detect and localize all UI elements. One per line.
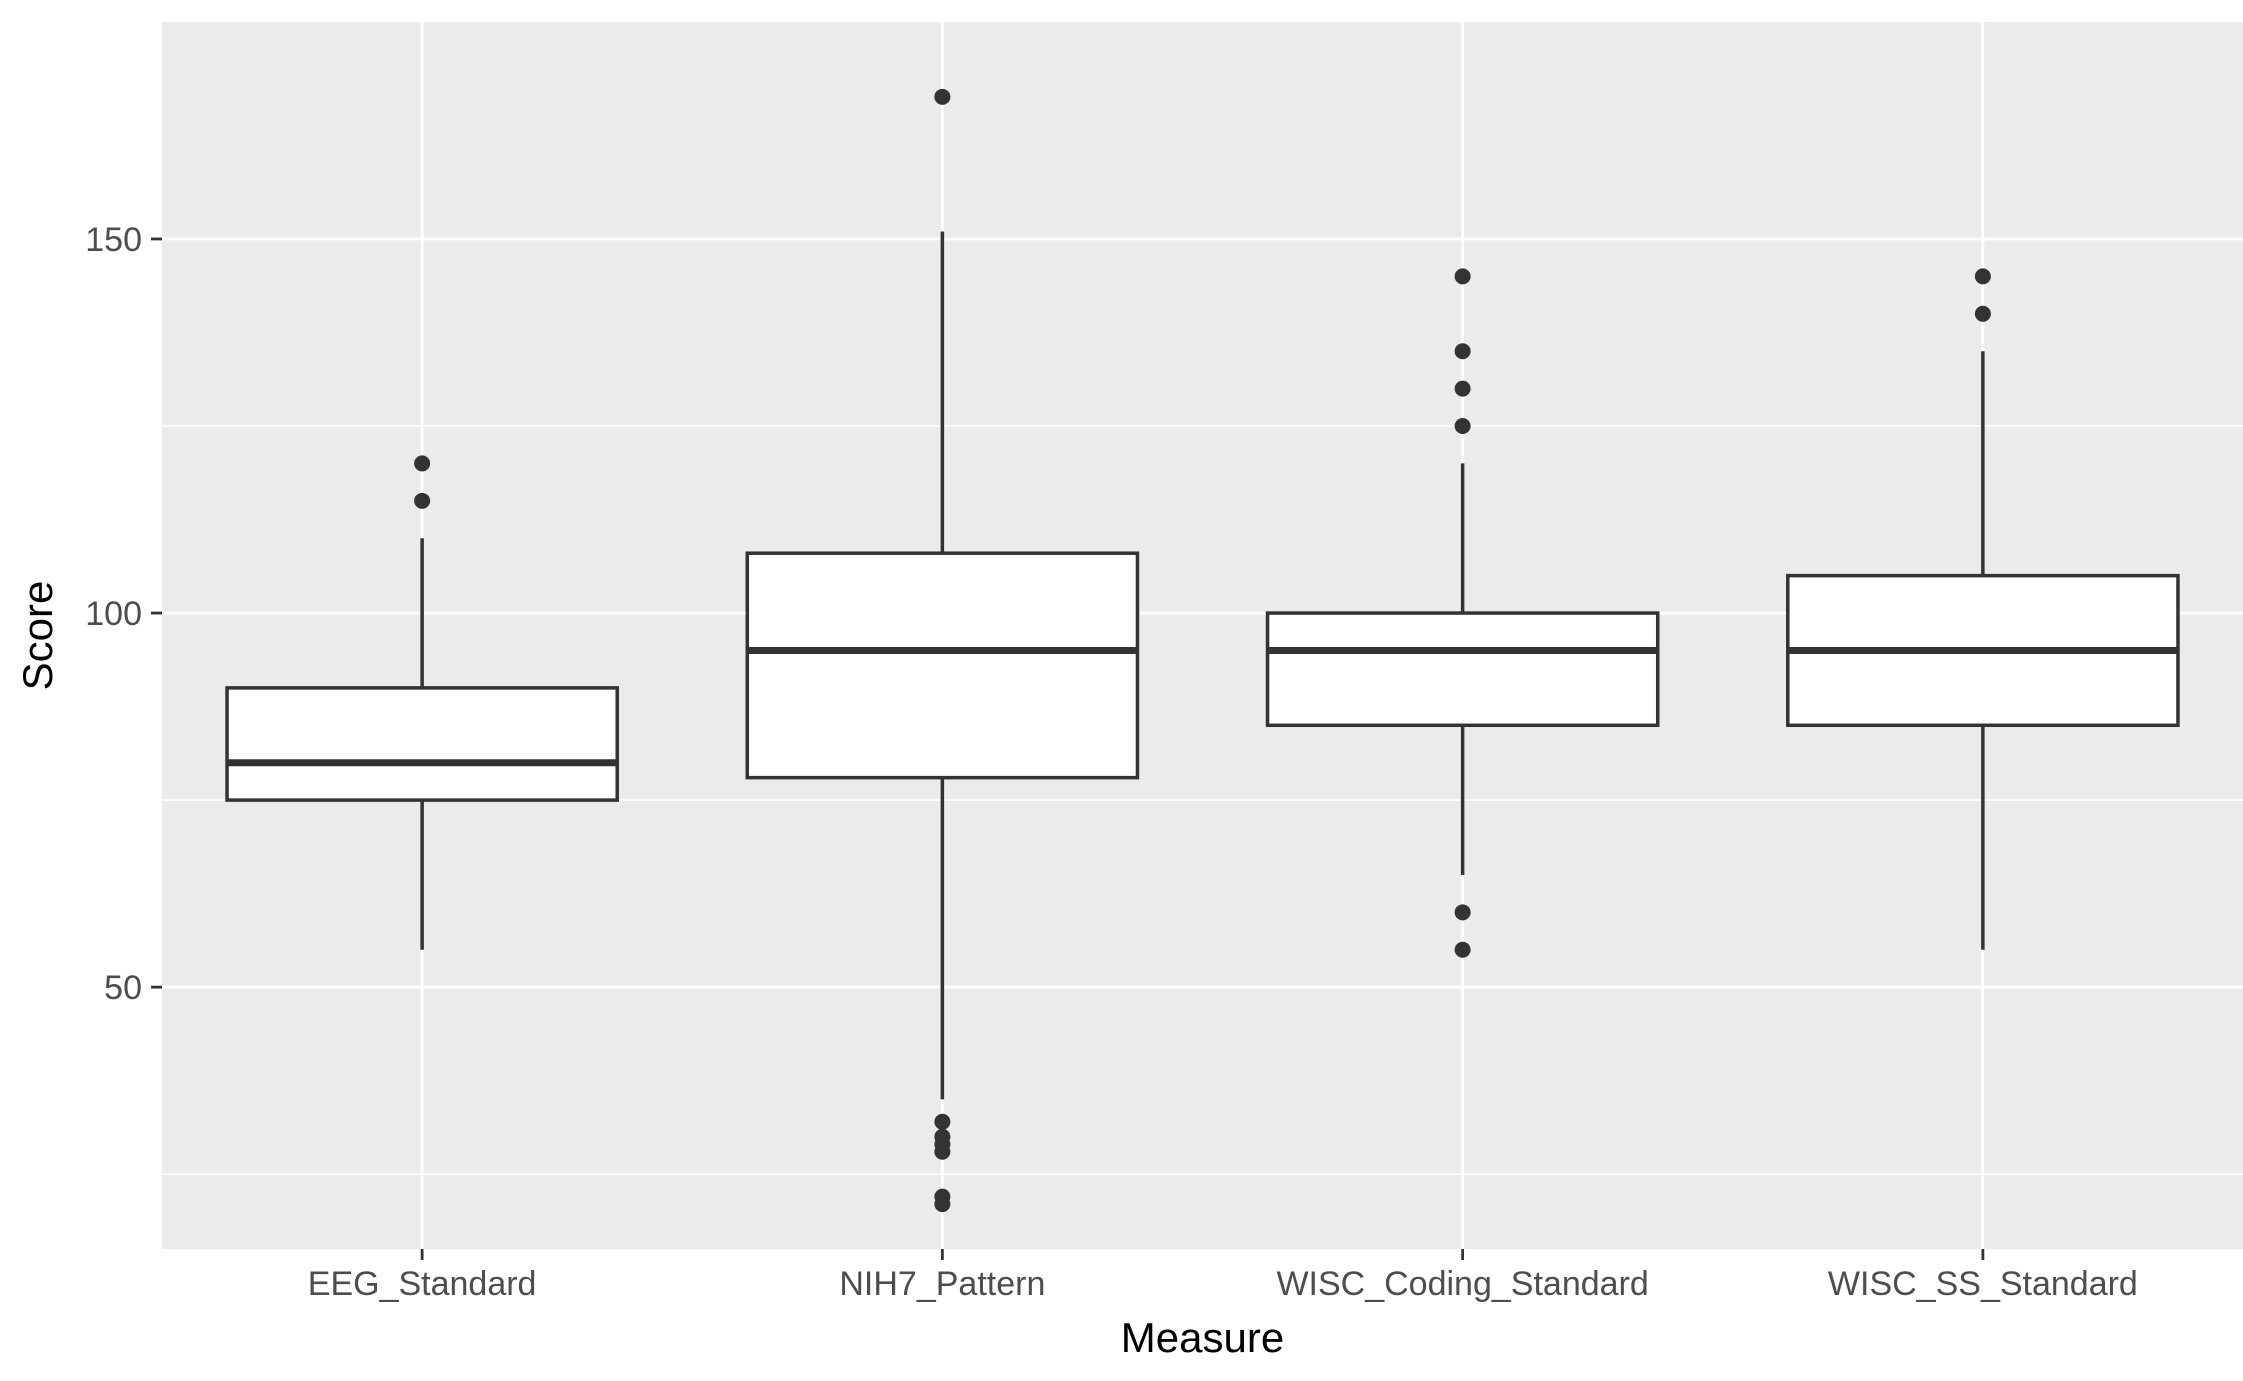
box-iqr xyxy=(225,686,619,802)
outlier-point xyxy=(1454,418,1471,435)
box-iqr xyxy=(745,551,1140,780)
outlier-point xyxy=(934,1196,951,1213)
outlier-point xyxy=(934,1113,951,1130)
box-iqr xyxy=(1265,611,1660,728)
outlier-point xyxy=(1454,941,1471,958)
y-axis-title: Score xyxy=(14,581,61,691)
x-tick-label: NIH7_Pattern xyxy=(839,1265,1045,1303)
outlier-point xyxy=(414,455,431,472)
y-tick-label: 100 xyxy=(85,595,142,633)
box-group xyxy=(745,88,1140,1213)
box-layer xyxy=(225,88,2180,1213)
y-tick-label: 150 xyxy=(85,221,142,259)
box-group xyxy=(1265,268,1660,958)
outlier-point xyxy=(1454,268,1471,285)
x-axis-title: Measure xyxy=(1121,1314,1284,1361)
outlier-point xyxy=(934,88,951,105)
outlier-point xyxy=(1974,305,1991,322)
outlier-point xyxy=(414,492,431,509)
outlier-point xyxy=(1454,343,1471,360)
outlier-point xyxy=(1454,904,1471,921)
box-group xyxy=(225,455,619,950)
x-tick-label: EEG_Standard xyxy=(308,1265,537,1303)
y-tick-label: 50 xyxy=(104,969,142,1007)
outlier-point xyxy=(1974,268,1991,285)
box-group xyxy=(1786,268,2180,950)
x-tick-label: WISC_SS_Standard xyxy=(1828,1265,2138,1303)
outlier-point xyxy=(1454,380,1471,397)
x-tick-label: WISC_Coding_Standard xyxy=(1276,1265,1648,1303)
outlier-point xyxy=(934,1143,951,1160)
axis-layer: 50 100 150 EEG_Standard NIH7_Pattern WISC_Cod… xyxy=(85,221,2138,1303)
